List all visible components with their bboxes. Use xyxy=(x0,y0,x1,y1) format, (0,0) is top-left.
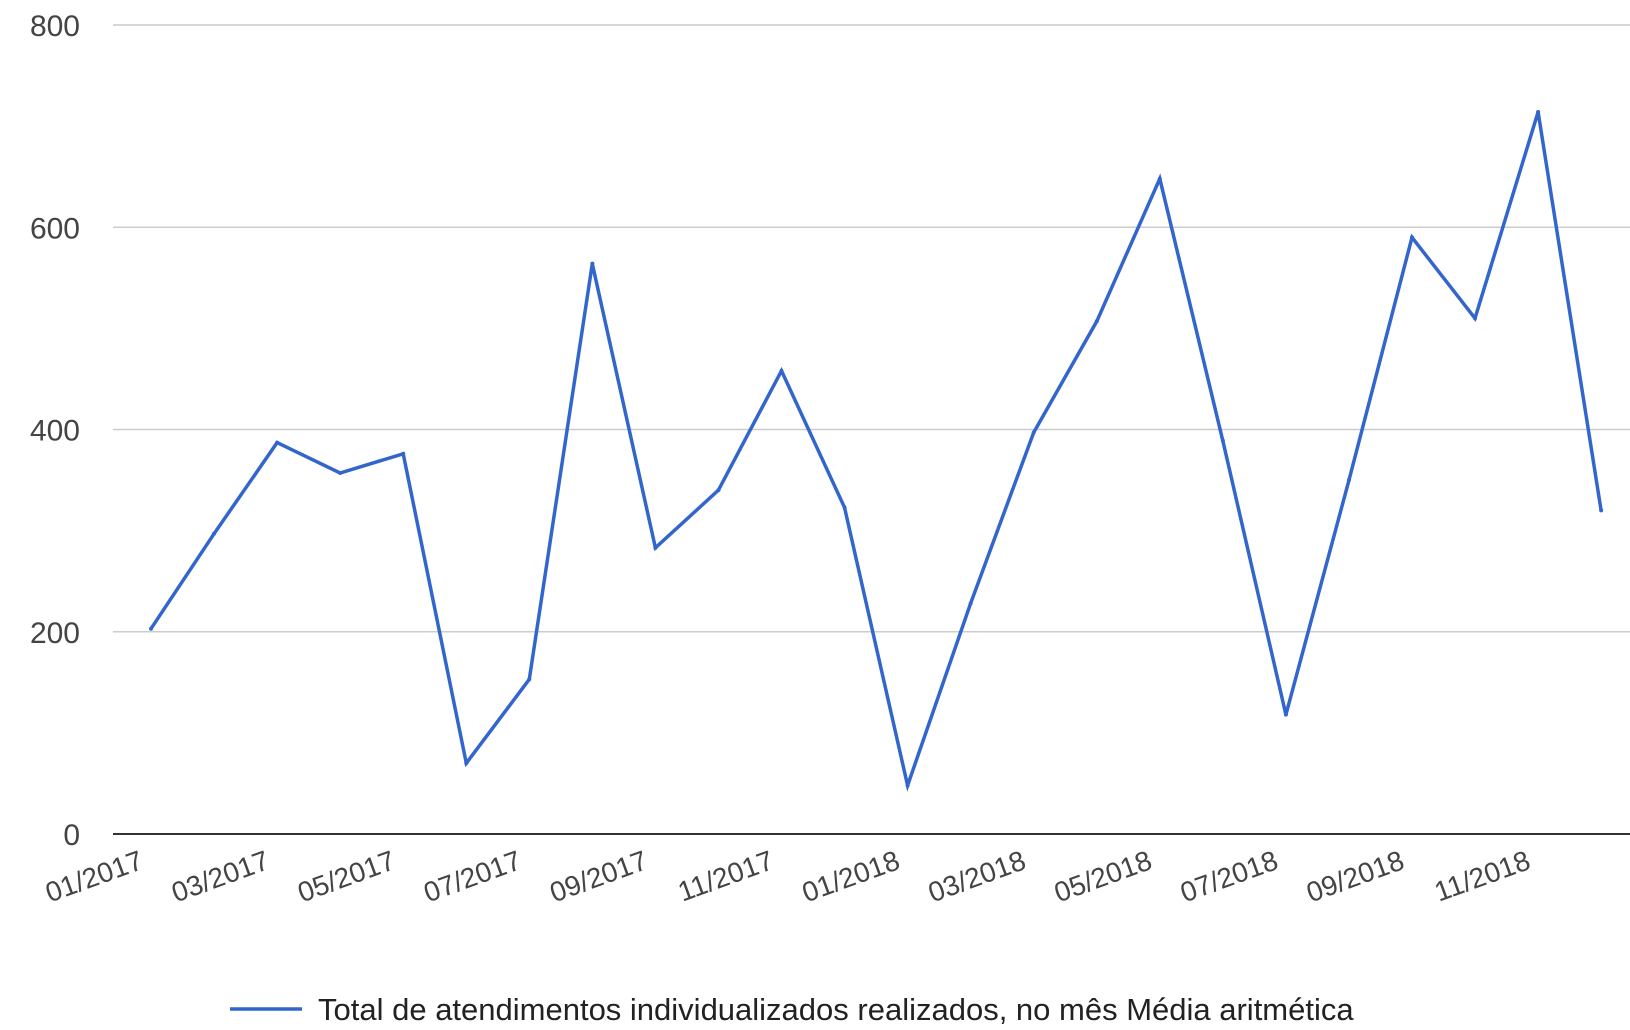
y-tick-label: 600 xyxy=(30,212,80,245)
data-point xyxy=(1473,316,1477,320)
x-tick-label: 07/2017 xyxy=(420,845,526,909)
series-layer xyxy=(149,110,1603,787)
x-tick-label: 03/2018 xyxy=(924,845,1030,909)
x-tick-label: 01/2018 xyxy=(798,845,904,909)
data-point xyxy=(1410,235,1414,239)
x-tick-label: 11/2018 xyxy=(1430,845,1534,908)
x-axis-tick-labels: 01/2017 03/2017 05/2017 07/2017 09/2017 11/20… xyxy=(41,845,1534,909)
data-point xyxy=(338,471,342,475)
y-tick-label: 0 xyxy=(63,819,80,852)
gridlines xyxy=(113,25,1630,834)
legend-label: Total de atendimentos individualizados r… xyxy=(318,992,1354,1027)
data-point xyxy=(653,546,657,550)
data-point xyxy=(149,627,153,631)
data-point xyxy=(1221,439,1225,443)
data-point xyxy=(212,532,216,536)
x-tick-label: 03/2017 xyxy=(167,845,273,909)
data-point xyxy=(1095,319,1099,323)
x-tick-label: 09/2018 xyxy=(1302,845,1408,909)
y-tick-label: 200 xyxy=(30,617,80,650)
data-point xyxy=(969,601,973,605)
data-point xyxy=(716,488,720,492)
series-line xyxy=(151,112,1601,786)
legend[interactable]: Total de atendimentos individualizados r… xyxy=(230,992,1354,1027)
data-point xyxy=(590,262,594,266)
data-point xyxy=(1158,177,1162,181)
x-tick-label: 05/2018 xyxy=(1050,845,1156,909)
data-point xyxy=(780,369,784,373)
data-point xyxy=(1599,508,1603,512)
data-point xyxy=(1284,713,1288,717)
data-point xyxy=(464,761,468,765)
data-point xyxy=(1032,431,1036,435)
data-point xyxy=(527,677,531,681)
data-point xyxy=(1536,110,1540,114)
x-tick-label: 09/2017 xyxy=(546,845,652,909)
y-tick-label: 800 xyxy=(30,10,80,43)
data-point xyxy=(843,505,847,509)
x-tick-label: 01/2017 xyxy=(41,845,147,909)
x-tick-label: 05/2017 xyxy=(294,845,400,909)
y-axis-tick-labels: 0 200 400 600 800 xyxy=(30,10,80,852)
x-tick-label: 11/2017 xyxy=(674,845,778,908)
data-point xyxy=(906,783,910,787)
data-point xyxy=(1347,478,1351,482)
data-point xyxy=(401,452,405,456)
y-tick-label: 400 xyxy=(30,415,80,448)
data-point xyxy=(275,441,279,445)
x-tick-label: 07/2018 xyxy=(1176,845,1282,909)
